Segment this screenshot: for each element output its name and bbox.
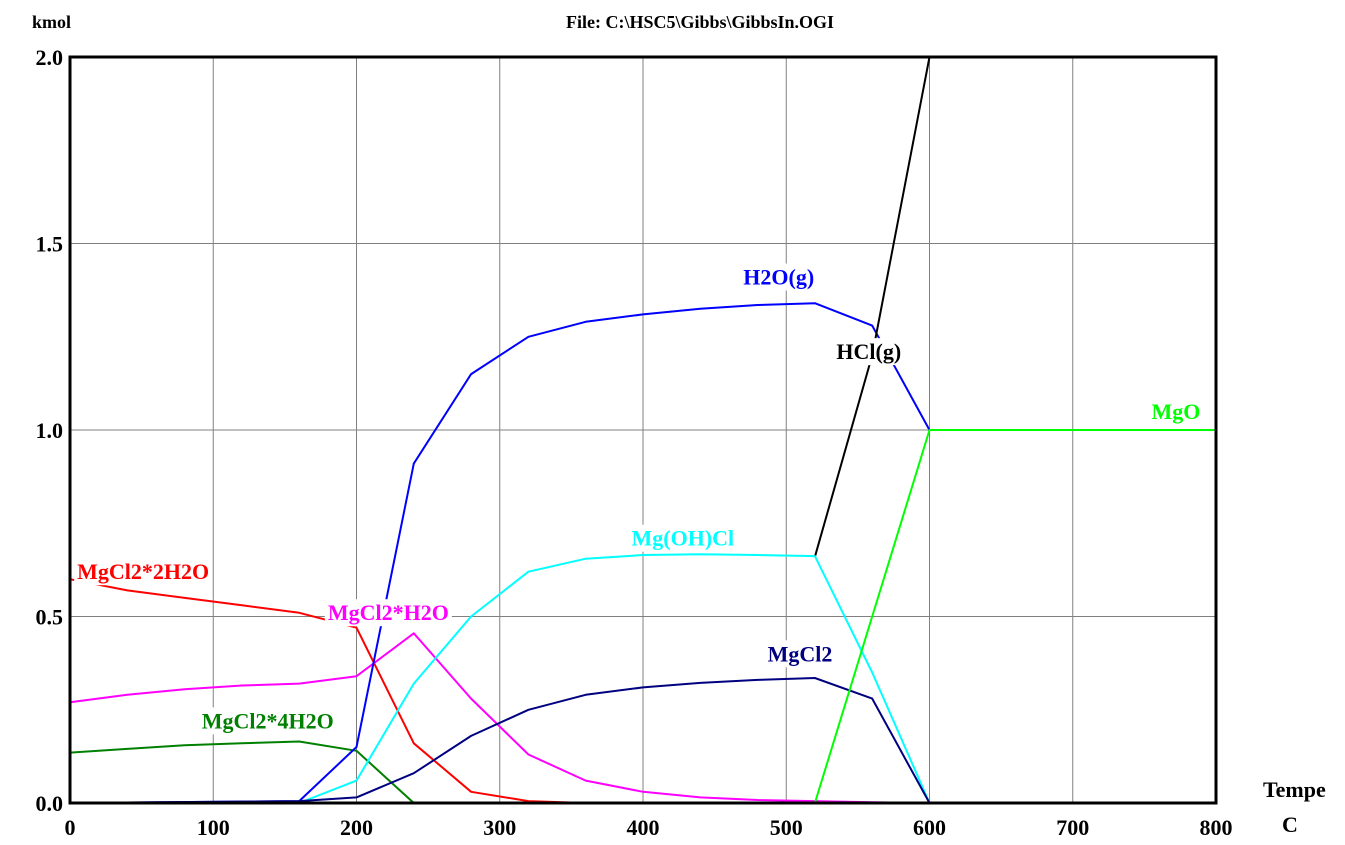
series-label: HCl(g) xyxy=(836,339,901,364)
x-tick-label: 700 xyxy=(1056,815,1089,840)
series-label-bg xyxy=(74,558,213,586)
y-tick-label: 0.0 xyxy=(36,791,64,816)
x-tick-label: 800 xyxy=(1200,815,1233,840)
y-tick-label: 2.0 xyxy=(36,45,64,70)
series-labels: H2O(g) HCl(g) MgO Mg(OH)Cl MgCl2*2H2O MgCl2*H… xyxy=(74,263,1204,735)
series-label-bg xyxy=(833,338,905,366)
series-label: Mg(OH)Cl xyxy=(632,526,735,551)
series-label-bg xyxy=(198,707,337,735)
tick-labels: 0 100 200 300 400 500 600 700 800 0.0 0.5 1.0 1.5 2.0 xyxy=(36,45,1233,840)
x-tick-label: 600 xyxy=(913,815,946,840)
x-tick-label: 300 xyxy=(483,815,516,840)
y-tick-label: 1.0 xyxy=(36,418,64,443)
x-axis-unit: C xyxy=(1282,812,1298,837)
series-label: MgCl2*2H2O xyxy=(77,559,209,584)
series-label-bg xyxy=(740,263,818,291)
x-tick-label: 400 xyxy=(627,815,660,840)
x-tick-label: 0 xyxy=(65,815,76,840)
series-label: MgO xyxy=(1152,399,1201,424)
x-tick-label: 200 xyxy=(340,815,373,840)
series-line-mgcl2 xyxy=(69,677,931,804)
series-line-h2o-g xyxy=(69,302,931,804)
series-label: MgCl2*4H2O xyxy=(202,708,334,733)
series-label-bg xyxy=(628,524,738,552)
series-label: MgCl2 xyxy=(768,641,833,666)
series-line-mgcl2-4h2o xyxy=(69,740,1216,804)
x-tick-label: 500 xyxy=(770,815,803,840)
plot-frame xyxy=(68,55,1218,805)
x-tick-label: 100 xyxy=(197,815,230,840)
series-line-hcl-g xyxy=(813,56,931,558)
series-lines xyxy=(69,56,1216,804)
series-line-mg-oh-cl xyxy=(70,553,931,804)
file-path-label: File: C:\HSC5\Gibbs\GibbsIn.OGI xyxy=(566,12,834,32)
series-label-bg xyxy=(1148,397,1204,425)
y-tick-label: 0.5 xyxy=(36,605,64,630)
y-unit-label: kmol xyxy=(32,12,71,32)
series-label-bg xyxy=(324,599,452,627)
series-label: MgCl2*H2O xyxy=(328,600,449,625)
x-axis-label: Tempe xyxy=(1263,777,1326,802)
series-label: H2O(g) xyxy=(743,265,814,290)
series-label-bg xyxy=(764,640,836,668)
y-tick-label: 1.5 xyxy=(36,232,64,257)
